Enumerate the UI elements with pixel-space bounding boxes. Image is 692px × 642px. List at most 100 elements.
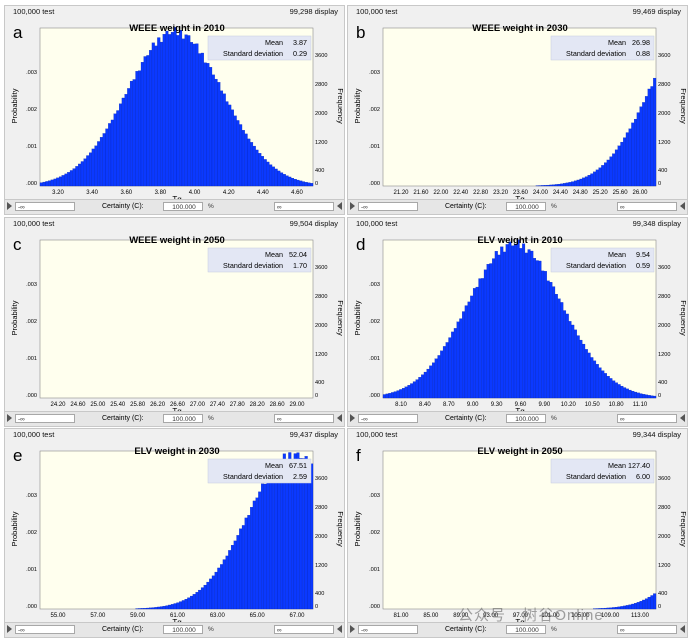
sd-label: Standard deviation	[566, 472, 626, 481]
lower-bound-field[interactable]: -∞	[15, 625, 75, 634]
certainty-bar: -∞ Certainty (C): 100.000 % ∞	[348, 411, 687, 426]
sd-value: 0.59	[636, 261, 650, 270]
y2-axis-title: Frequency	[336, 300, 345, 336]
y2-tick-label: 0	[315, 393, 318, 399]
y2-tick-label: 3600	[315, 476, 327, 482]
lower-bound-field[interactable]: -∞	[15, 414, 75, 423]
y-tick-label: .001	[26, 144, 37, 150]
histogram-bar	[573, 180, 577, 187]
histogram-bar	[146, 55, 150, 187]
x-tick-label: 28.20	[250, 402, 266, 408]
certainty-field[interactable]: 100.000	[163, 202, 203, 211]
histogram-bar	[299, 180, 303, 187]
histogram-bar	[113, 113, 117, 187]
histogram-bar	[631, 122, 635, 187]
lower-bound-field[interactable]: -∞	[15, 202, 75, 211]
histogram-bar	[653, 395, 657, 399]
right-grabber-icon[interactable]	[337, 625, 342, 633]
histogram-bar	[198, 589, 202, 610]
right-grabber-icon[interactable]	[680, 625, 685, 633]
upper-bound-field[interactable]: ∞	[274, 414, 334, 423]
histogram-bar	[587, 175, 591, 187]
histogram-bar	[64, 173, 68, 187]
upper-bound-field[interactable]: ∞	[274, 202, 334, 211]
mean-value: 3.87	[293, 38, 307, 47]
x-tick-label: 26.60	[170, 402, 186, 408]
histogram-bar	[620, 385, 624, 399]
right-grabber-icon[interactable]	[337, 202, 342, 210]
certainty-field[interactable]: 100.000	[163, 414, 203, 423]
histogram-bar	[179, 601, 183, 610]
histogram-bar	[527, 249, 531, 399]
histogram-bar	[151, 607, 155, 610]
mean-value: 127.40	[628, 461, 650, 470]
histogram-bar	[285, 175, 289, 187]
upper-bound-field[interactable]: ∞	[617, 414, 677, 423]
x-tick-label: 22.80	[473, 190, 489, 196]
histogram-bar	[620, 606, 624, 610]
certainty-field[interactable]: 100.000	[163, 625, 203, 634]
lower-bound-field[interactable]: -∞	[358, 414, 418, 423]
histogram-bar	[614, 607, 618, 610]
histogram-bar	[426, 368, 430, 399]
x-axis-title: Tg	[515, 618, 524, 625]
left-grabber-icon[interactable]	[350, 625, 355, 633]
histogram-bar	[423, 371, 427, 399]
x-tick-label: 25.60	[613, 190, 629, 196]
panel-letter: f	[356, 446, 361, 465]
y2-axis-title: Frequency	[336, 511, 345, 547]
histogram-bar	[53, 178, 57, 187]
percent-sign: %	[551, 203, 557, 210]
histogram-bar	[269, 164, 273, 187]
x-tick-label: 4.20	[223, 190, 235, 196]
histogram-bar	[557, 183, 561, 187]
certainty-field[interactable]: 100.000	[506, 414, 546, 423]
y-tick-label: .000	[369, 393, 380, 399]
histogram-bar	[187, 597, 191, 610]
histogram-bar	[203, 62, 207, 187]
x-tick-label: 23.60	[513, 190, 529, 196]
histogram-bar	[269, 476, 273, 610]
certainty-field[interactable]: 100.000	[506, 625, 546, 634]
y2-axis-title: Frequency	[336, 88, 345, 124]
histogram-bar	[184, 34, 188, 187]
y-axis-title: Probability	[10, 88, 19, 123]
certainty-label: Certainty (C):	[102, 203, 144, 210]
histogram-bar	[143, 608, 147, 610]
upper-bound-field[interactable]: ∞	[617, 202, 677, 211]
histogram-bar	[233, 540, 237, 610]
certainty-field[interactable]: 100.000	[506, 202, 546, 211]
histogram-bar	[58, 176, 62, 187]
left-grabber-icon[interactable]	[350, 202, 355, 210]
left-grabber-icon[interactable]	[7, 625, 12, 633]
histogram-bar	[475, 286, 479, 399]
y2-tick-label: 0	[315, 181, 318, 187]
stats-box	[207, 458, 312, 484]
histogram-bar	[601, 370, 605, 399]
y-tick-label: .002	[26, 319, 37, 325]
left-grabber-icon[interactable]	[7, 414, 12, 422]
x-tick-label: 3.20	[52, 190, 64, 196]
histogram-bar	[571, 181, 575, 187]
left-grabber-icon[interactable]	[350, 414, 355, 422]
lower-bound-field[interactable]: -∞	[358, 625, 418, 634]
histogram-bar	[195, 43, 199, 187]
y-tick-label: .001	[369, 356, 380, 362]
histogram-bar	[421, 374, 425, 399]
histogram-bar	[502, 251, 506, 399]
x-tick-label: 101.00	[541, 613, 560, 619]
right-grabber-icon[interactable]	[680, 414, 685, 422]
left-grabber-icon[interactable]	[7, 202, 12, 210]
histogram-bar	[511, 245, 515, 399]
histogram-bar	[579, 178, 583, 187]
right-grabber-icon[interactable]	[337, 414, 342, 422]
lower-bound-field[interactable]: -∞	[358, 202, 418, 211]
sd-value: 6.00	[636, 472, 650, 481]
histogram-bar	[244, 133, 248, 187]
x-tick-label: 27.00	[190, 402, 206, 408]
histogram-bar	[129, 80, 133, 187]
histogram-bar	[401, 388, 405, 399]
upper-bound-field[interactable]: ∞	[617, 625, 677, 634]
upper-bound-field[interactable]: ∞	[274, 625, 334, 634]
right-grabber-icon[interactable]	[680, 202, 685, 210]
